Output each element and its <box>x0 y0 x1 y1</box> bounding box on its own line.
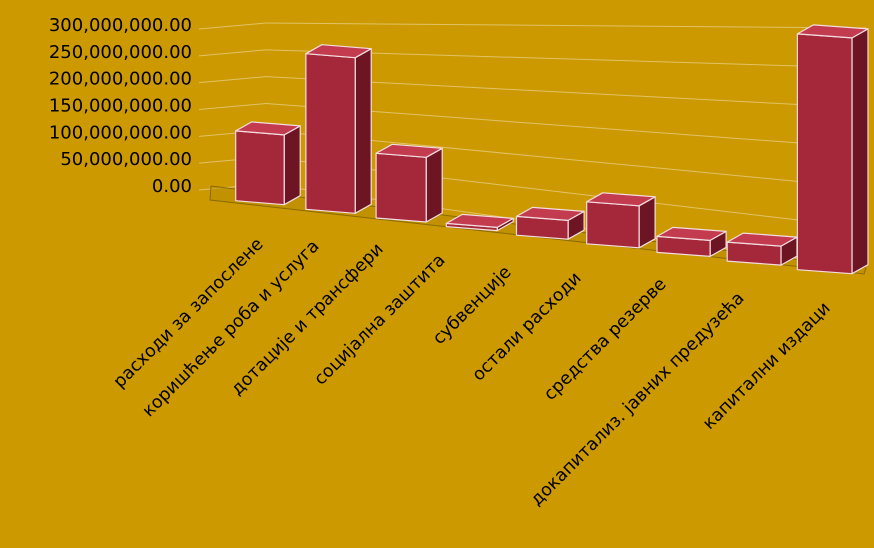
bar-top <box>375 143 443 158</box>
x-tick-label: докапитализ. јавних предузећа <box>527 288 749 510</box>
bar-side <box>851 28 869 275</box>
x-tick-label: социјална заштита <box>310 250 449 389</box>
bar-top <box>235 121 301 136</box>
bar-side <box>283 125 301 206</box>
bar-front <box>305 53 356 214</box>
bar <box>796 24 869 275</box>
bar-front <box>235 130 285 206</box>
bar-top <box>796 24 869 39</box>
bar-top <box>305 44 372 59</box>
gridline-left <box>198 76 267 84</box>
y-tick-label: 250,000,000.00 <box>49 42 192 63</box>
gridline-left <box>198 22 267 30</box>
bar-top <box>656 226 727 241</box>
bar <box>726 232 798 266</box>
bar-top <box>515 206 585 221</box>
gridline-left <box>198 49 267 57</box>
y-tick-label: 100,000,000.00 <box>49 122 192 143</box>
bar <box>586 192 656 249</box>
bar-front <box>586 201 640 249</box>
bar-front <box>375 152 427 223</box>
bar <box>656 226 727 257</box>
bar-side <box>425 147 443 223</box>
bar <box>235 121 301 206</box>
bar <box>375 143 443 223</box>
y-tick-label: 50,000,000.00 <box>60 149 192 170</box>
y-axis-ticks: 0.00 50,000,000.00 100,000,000.00 150,000,0… <box>49 15 192 197</box>
gridline-left <box>198 103 267 110</box>
y-tick-label: 300,000,000.00 <box>49 15 192 36</box>
bar-front <box>796 33 853 275</box>
bar <box>445 213 514 232</box>
bar-top <box>586 192 656 207</box>
bar-side <box>354 48 372 214</box>
bar <box>305 44 372 214</box>
y-tick-label: 200,000,000.00 <box>49 69 192 90</box>
bars <box>235 24 869 275</box>
gridline <box>265 22 867 29</box>
y-tick-label: 0.00 <box>152 176 192 197</box>
bar <box>515 206 585 240</box>
y-tick-label: 150,000,000.00 <box>49 96 192 117</box>
bar-top <box>445 213 514 228</box>
